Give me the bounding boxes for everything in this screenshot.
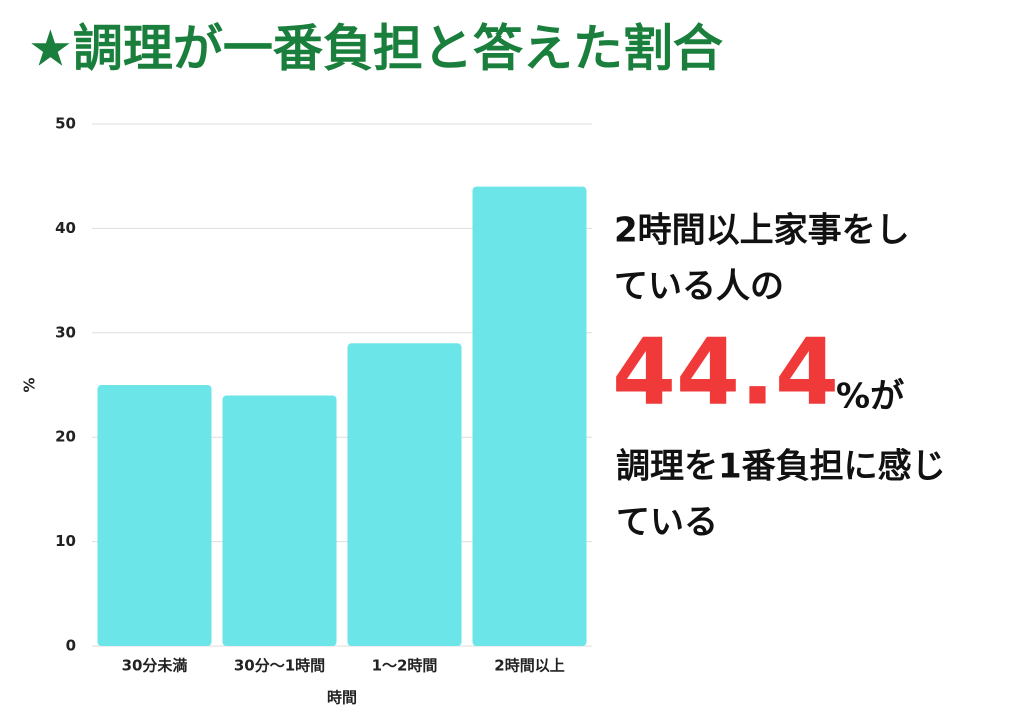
chart-title: ★調理が一番負担と答えた割合: [28, 20, 723, 78]
y-tick-label: 30: [55, 323, 76, 341]
annotation: 調理を1番負担に感じ: [616, 447, 946, 487]
annotation: 2時間以上家事をし: [614, 211, 910, 251]
annotation: ている: [616, 503, 718, 543]
x-tick-label: 1〜2時間: [372, 657, 438, 675]
bar: [222, 395, 337, 646]
x-axis-label: 時間: [327, 689, 357, 707]
y-tick-label: 40: [55, 219, 76, 237]
y-axis-label: %: [21, 377, 39, 392]
highlight-number: 44.4: [612, 318, 839, 425]
x-tick-label: 30分〜1時間: [234, 657, 325, 675]
y-tick-label: 0: [66, 637, 76, 655]
annotation: %が: [836, 377, 904, 417]
y-tick-label: 50: [55, 115, 76, 133]
bar: [472, 186, 587, 646]
annotation: ている人の: [614, 267, 784, 307]
y-tick-label: 10: [55, 532, 76, 550]
bar: [347, 343, 462, 646]
y-tick-label: 20: [55, 428, 76, 446]
bar: [97, 385, 212, 646]
x-tick-label: 2時間以上: [494, 657, 564, 675]
x-tick-label: 30分未満: [122, 657, 188, 675]
